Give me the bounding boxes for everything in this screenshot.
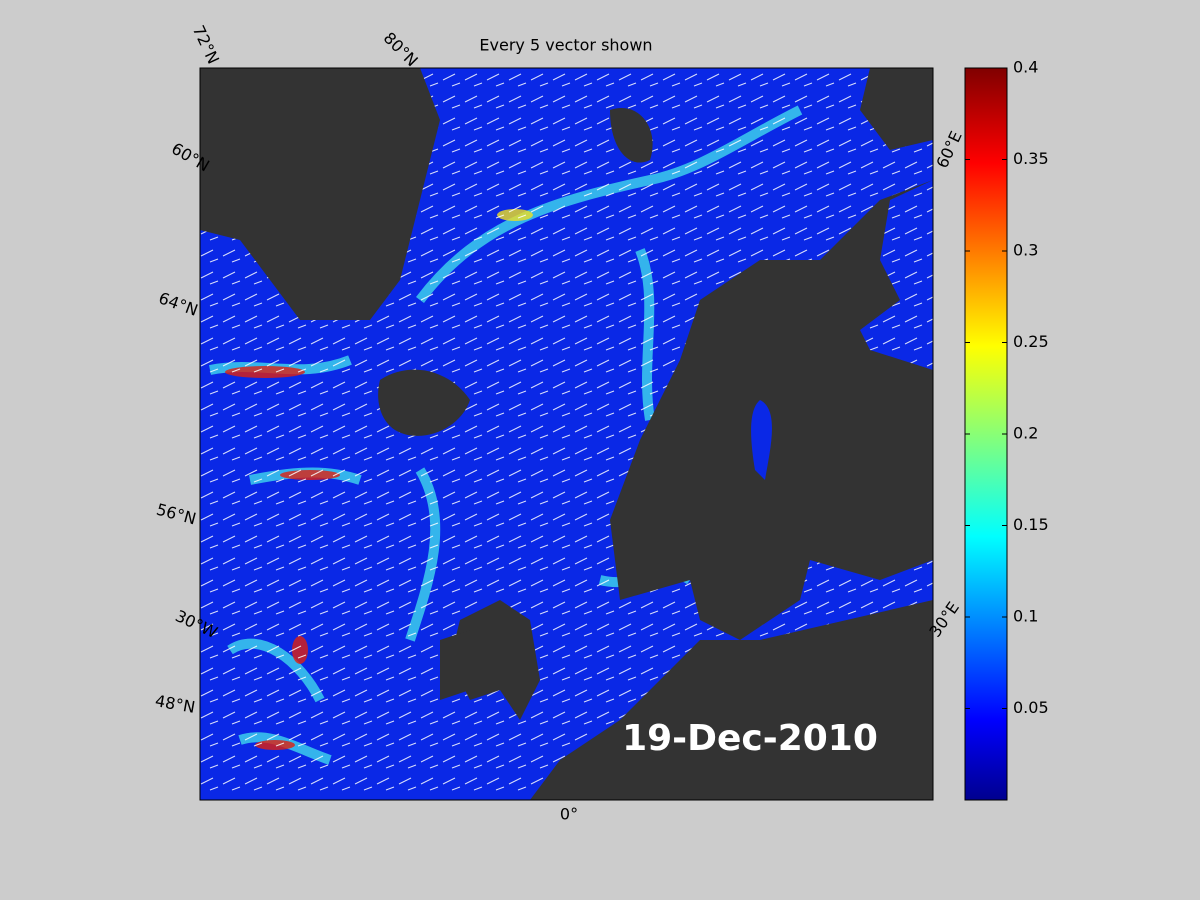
colorbar-tick-label: 0.1 — [1013, 607, 1038, 626]
colorbar-tick-label: 0.15 — [1013, 515, 1049, 534]
colorbar-tick-label: 0.25 — [1013, 332, 1049, 351]
graticule-label: 0° — [560, 805, 578, 824]
colorbar-tick-label: 0.05 — [1013, 698, 1049, 717]
map — [200, 68, 933, 800]
colorbar-tick-label: 0.3 — [1013, 241, 1038, 260]
land — [200, 68, 933, 800]
colorbar — [964, 67, 1008, 801]
colorbar-tick-label: 0.2 — [1013, 424, 1038, 443]
map-frame — [199, 67, 934, 801]
date-label: 19-Dec-2010 — [622, 718, 878, 759]
title: Every 5 vector shown — [479, 36, 652, 55]
colorbar-tick-label: 0.35 — [1013, 149, 1049, 168]
colorbar-tick-label: 0.4 — [1013, 58, 1038, 77]
colorbar-ticks: 0.05 0.1 0.15 0.2 0.25 0.3 0.35 0.4 — [965, 58, 1049, 717]
